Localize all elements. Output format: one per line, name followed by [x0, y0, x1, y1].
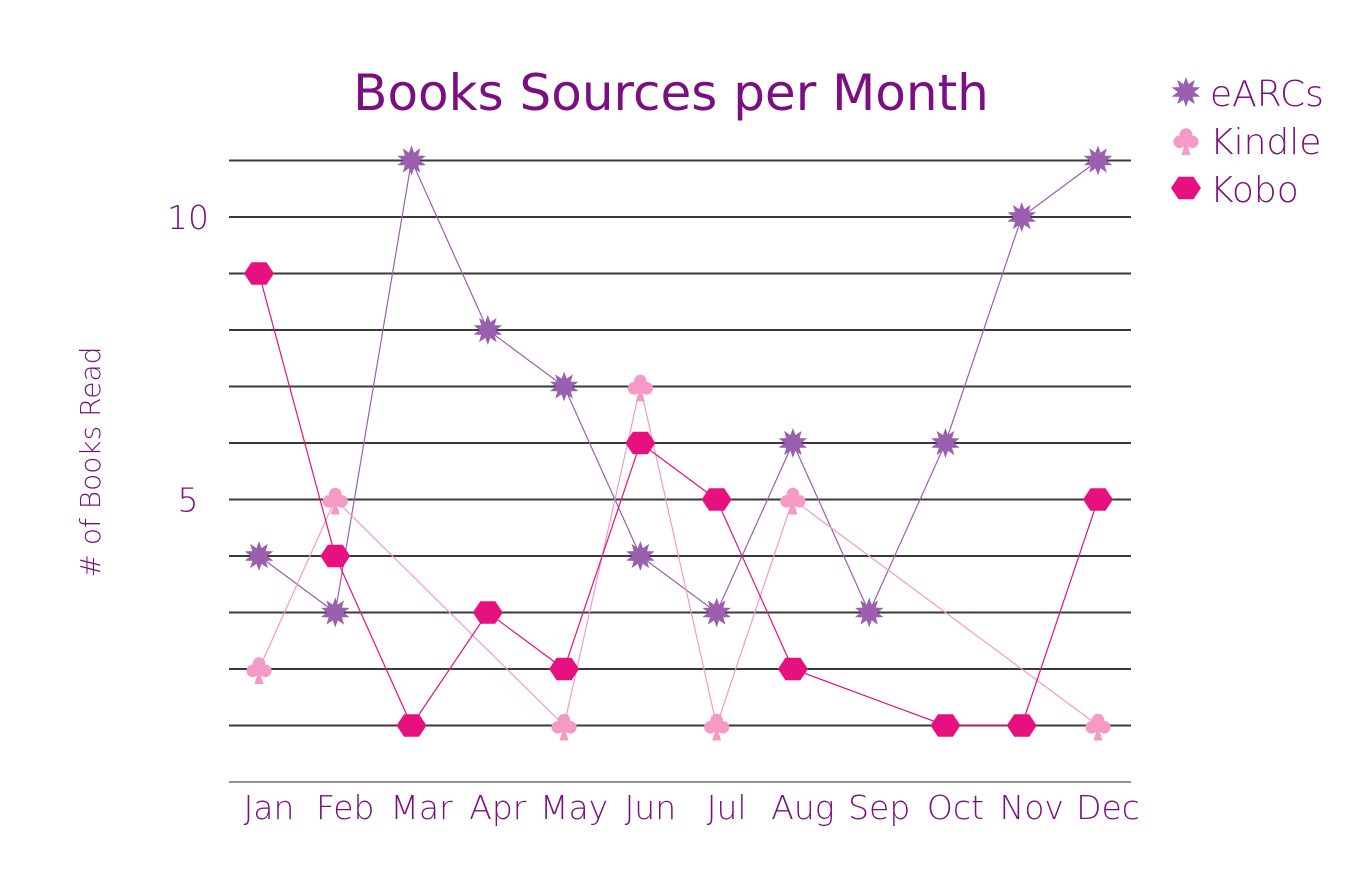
- data-point-earcs: [778, 428, 808, 458]
- x-tick-labels: Jan Feb Mar Apr May Jun Jul Aug Sep Oct Nov Dec: [244, 788, 1140, 827]
- legend-club-icon: [1173, 128, 1199, 155]
- series-markers: [244, 145, 1113, 741]
- data-point-earcs: [397, 145, 426, 176]
- data-point-kobo: [930, 714, 961, 737]
- legend-hexagon-icon: [1171, 176, 1201, 200]
- data-point-earcs: [473, 315, 503, 345]
- x-tick-label: Jun: [625, 788, 677, 827]
- data-point-kindle: [704, 713, 730, 741]
- legend-item-kobo: Kobo: [1171, 170, 1299, 211]
- data-point-kindle: [551, 713, 577, 741]
- legend-item-kindle: Kindle: [1173, 122, 1321, 163]
- legend-label: Kobo: [1210, 170, 1299, 211]
- data-point-earcs: [702, 597, 731, 628]
- x-tick-label: Mar: [390, 788, 453, 827]
- series-line-earcs: [258, 158, 1099, 614]
- x-tick-label: Apr: [469, 788, 527, 827]
- y-tick-label: 10: [167, 198, 209, 237]
- data-point-earcs: [549, 371, 579, 402]
- x-tick-label: Oct: [927, 788, 984, 827]
- data-point-kobo: [777, 657, 808, 681]
- x-tick-label: Jul: [707, 788, 747, 827]
- data-point-kindle: [322, 487, 348, 515]
- data-point-kobo: [625, 431, 656, 455]
- chart-title: Books Sources per Month: [353, 64, 989, 122]
- data-point-kobo: [701, 488, 732, 511]
- data-point-kindle: [246, 657, 272, 684]
- data-point-kindle: [1085, 713, 1111, 741]
- data-point-earcs: [1007, 202, 1036, 232]
- y-tick-labels: 5 10: [167, 198, 209, 520]
- data-point-kobo: [244, 262, 274, 285]
- legend-label: Kindle: [1210, 122, 1321, 163]
- legend-label: eARCs: [1210, 74, 1324, 115]
- x-tick-label: Aug: [771, 788, 834, 827]
- data-point-earcs: [931, 428, 960, 458]
- data-point-kobo: [472, 601, 503, 624]
- legend: eARCs Kindle Kobo: [1171, 74, 1324, 211]
- gridlines: [229, 159, 1131, 727]
- data-point-earcs: [244, 541, 274, 571]
- data-point-kobo: [1083, 488, 1113, 511]
- data-point-kindle: [627, 374, 653, 402]
- x-tick-label: Dec: [1076, 788, 1140, 827]
- data-point-kindle: [780, 487, 806, 515]
- legend-item-earcs: eARCs: [1171, 74, 1324, 115]
- data-point-kobo: [549, 657, 580, 681]
- data-point-earcs: [854, 597, 884, 628]
- data-point-kobo: [396, 714, 427, 737]
- x-tick-label: Jan: [244, 788, 295, 827]
- data-point-kobo: [320, 544, 351, 568]
- y-axis-label: # of Books Read: [74, 347, 107, 578]
- data-point-kobo: [1006, 714, 1037, 737]
- x-tick-label: Nov: [1000, 788, 1064, 827]
- data-point-earcs: [1083, 145, 1113, 176]
- data-point-earcs: [626, 541, 655, 571]
- x-tick-label: Feb: [316, 788, 374, 827]
- x-tick-label: May: [540, 788, 608, 827]
- data-point-earcs: [321, 597, 350, 628]
- legend-star-icon: [1171, 77, 1201, 107]
- y-tick-label: 5: [178, 481, 199, 520]
- x-tick-label: Sep: [848, 788, 910, 827]
